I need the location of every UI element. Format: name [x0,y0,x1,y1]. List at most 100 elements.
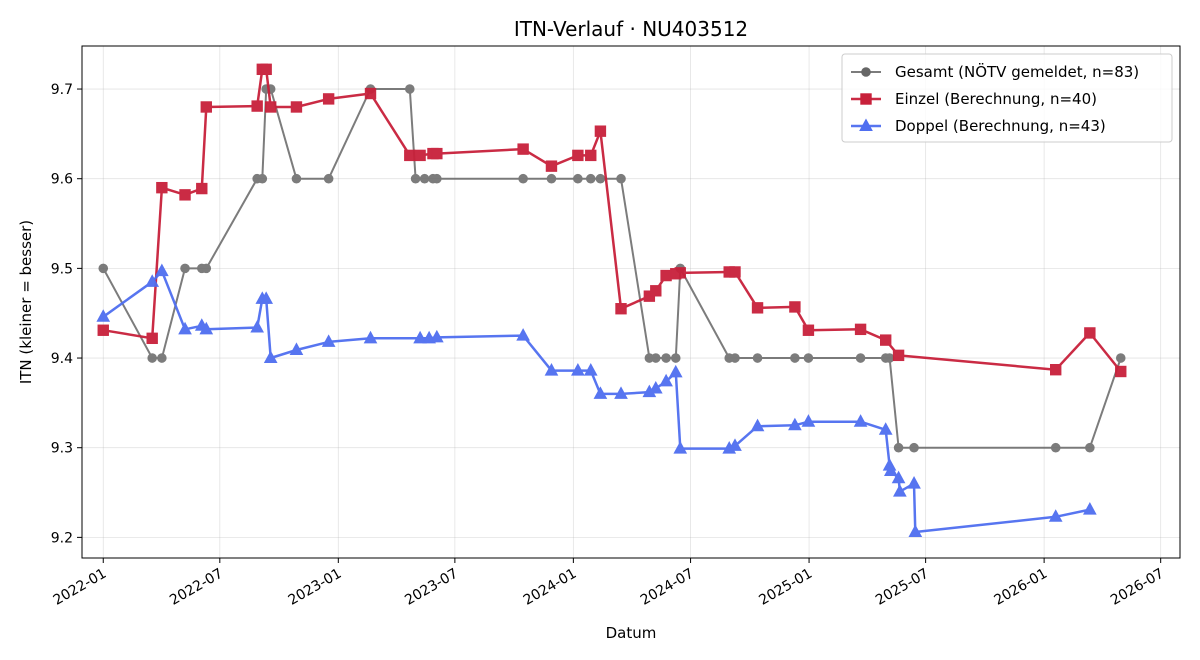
data-point [199,321,214,335]
x-tick-label: 2026-07 [1108,566,1167,609]
data-point [200,101,212,113]
x-tick-label: 2022-01 [51,566,110,609]
x-axis-ticks: 2022-01 2022-07 2023-01 2023-07 2024-01 2024-… [51,558,1167,609]
data-point [752,353,763,363]
data-point [884,463,898,477]
data-point [893,484,907,497]
legend: Gesamt (NÖTV gemeldet, n=83) Einzel (Bere… [841,53,1173,143]
legend-label: Einzel (Berechnung, n=40) [895,90,1097,108]
data-point [97,324,109,336]
y-axis-title: ITN (kleiner = besser) [17,220,35,384]
data-point [264,101,277,113]
data-point [544,363,559,376]
y-tick-label: 9.6 [51,172,73,188]
data-point [595,173,606,184]
data-point [892,349,905,362]
data-point [1085,442,1095,453]
data-point [155,263,169,277]
x-tick-label: 2024-07 [638,566,697,609]
y-tick-label: 9.4 [51,351,73,367]
data-point [750,418,765,432]
x-tick-label: 2022-07 [167,566,226,609]
y-tick-label: 9.7 [51,82,73,98]
data-point [147,353,157,363]
data-point [156,181,168,194]
data-point [878,422,893,435]
data-point [802,324,815,336]
data-point [431,147,443,160]
data-point [259,291,274,304]
data-point [854,323,867,336]
data-point [728,438,742,451]
data-point [788,417,802,431]
x-tick-label: 2025-01 [756,566,815,609]
x-tick-label: 2025-07 [873,566,932,609]
legend-item: Doppel (Berechnung, n=43) [851,117,1106,135]
data-point [583,363,598,376]
data-point [615,303,627,315]
data-point [404,84,415,94]
data-point [891,470,906,484]
data-point [196,182,208,195]
data-point [674,267,686,279]
series-2 [97,63,1127,378]
data-point [573,173,583,184]
grid [82,46,1180,558]
data-point [322,93,335,105]
data-point [1050,442,1061,453]
data-point [516,328,530,341]
legend-marker [859,118,873,131]
data-point [179,189,191,201]
data-point [670,353,681,363]
data-point [616,173,626,184]
data-point [593,386,608,399]
data-point [893,442,904,453]
data-point [614,386,628,399]
chart-title: ITN-Verlauf · NU403512 [514,17,748,41]
y-axis-ticks: 9.2 9.3 9.4 9.5 9.6 9.7 [51,82,82,546]
data-point [291,173,302,184]
legend-item: Gesamt (NÖTV gemeldet, n=83) [851,62,1139,81]
legend-frame [841,53,1173,143]
data-point [201,263,212,274]
data-point [650,353,661,363]
series-layer [96,63,1127,537]
data-point [323,173,334,184]
data-point [364,87,377,100]
plot-area-frame [81,45,1181,559]
data-point [650,285,662,297]
data-point [545,160,558,172]
data-point [571,363,585,376]
data-point [250,320,265,333]
data-point [730,353,740,363]
legend-marker [861,67,871,77]
data-point [572,149,584,162]
series-3 [96,263,1097,537]
data-point [803,353,814,363]
data-point [789,301,801,313]
y-tick-label: 9.2 [51,530,73,546]
data-point [289,342,304,355]
x-tick-label: 2026-01 [991,566,1050,609]
data-point [96,309,111,322]
data-point [790,353,800,363]
data-point [290,101,303,113]
data-point [855,353,866,363]
data-point [321,334,336,347]
data-point [1082,502,1097,515]
data-point [257,173,268,184]
series-1 [98,84,1126,453]
data-point [180,263,190,274]
data-point [909,442,919,453]
data-point [263,350,278,364]
y-tick-label: 9.5 [51,261,73,277]
data-point [157,353,167,363]
data-point [419,173,430,184]
data-point [546,173,557,184]
data-point [178,321,192,335]
data-point [908,524,923,537]
data-point [1115,353,1126,363]
data-point [410,173,421,184]
data-point [879,334,892,346]
